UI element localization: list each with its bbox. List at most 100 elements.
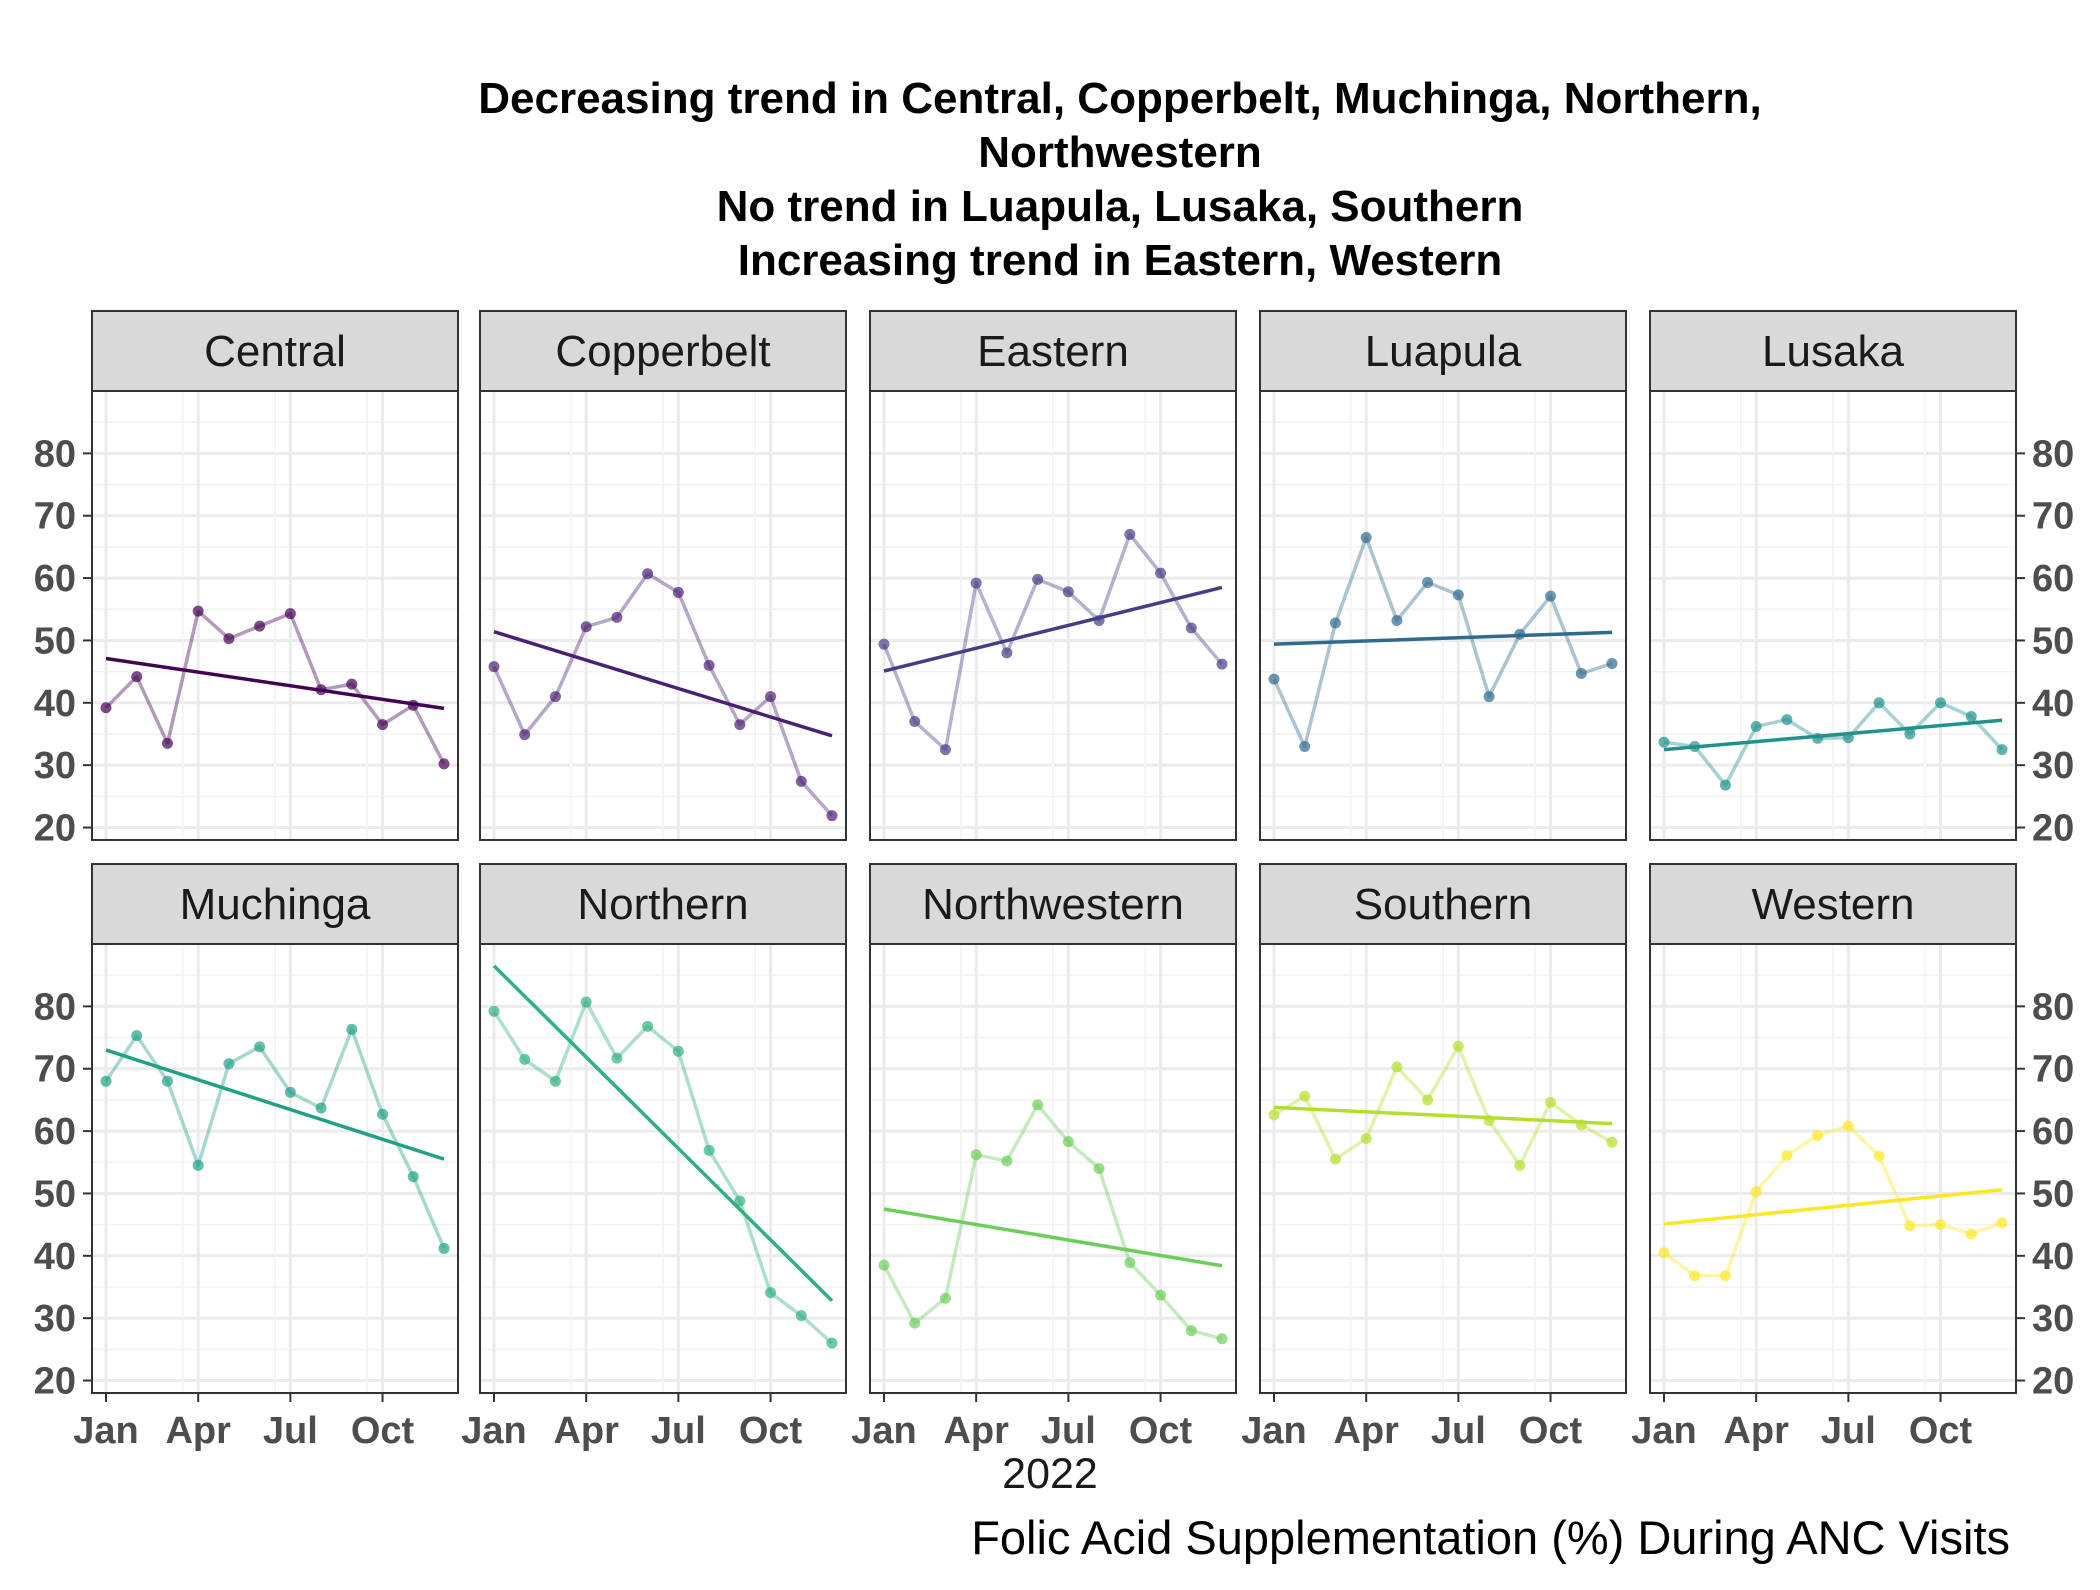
data-point xyxy=(488,661,500,673)
data-point xyxy=(1545,590,1557,602)
y-tick-label: 60 xyxy=(2032,1111,2074,1153)
data-point xyxy=(131,671,143,683)
trend-line xyxy=(105,1048,445,1161)
panel-border xyxy=(1259,390,1627,841)
data-point xyxy=(672,1045,684,1057)
data-point xyxy=(1873,1150,1885,1162)
data-point xyxy=(223,633,235,645)
data-point xyxy=(909,716,921,728)
data-point xyxy=(100,1075,112,1087)
x-tick-label: Jul xyxy=(263,1410,318,1452)
x-axis-title: 2022 xyxy=(1002,1450,1098,1498)
facet-strip xyxy=(91,863,459,945)
facet-eastern: Eastern xyxy=(869,310,1237,841)
data-point xyxy=(192,605,204,617)
data-point xyxy=(703,1144,715,1156)
trend-line xyxy=(492,964,834,1302)
facet-strip xyxy=(1649,863,2017,945)
facet-luapula: Luapula xyxy=(1259,310,1627,841)
data-point xyxy=(970,1149,982,1161)
series-line xyxy=(882,1103,1223,1341)
panel-border xyxy=(1649,943,2017,1394)
y-tick-label: 40 xyxy=(2032,1236,2074,1278)
data-point xyxy=(223,1058,235,1070)
series-line xyxy=(492,571,834,817)
x-tick-label: Oct xyxy=(1519,1410,1583,1452)
facet-strip-label: Northwestern xyxy=(922,880,1184,929)
facet-strip xyxy=(869,863,1237,945)
series-line xyxy=(1273,1044,1613,1168)
facet-central: Central 20 30 40 50 60 70 80 xyxy=(34,310,459,850)
trend-line xyxy=(105,656,445,711)
data-point xyxy=(672,586,684,598)
facet-strip xyxy=(479,310,847,392)
data-point xyxy=(377,719,389,731)
y-tick-label: 50 xyxy=(34,1173,76,1215)
x-tick-label: Oct xyxy=(739,1410,803,1452)
chart-title-line-2: Northwestern xyxy=(978,128,1262,177)
facet-strip-label: Southern xyxy=(1354,880,1533,929)
x-tick-label: Oct xyxy=(351,1410,415,1452)
y-tick-label: 30 xyxy=(34,745,76,787)
y-tick-label: 60 xyxy=(2032,558,2074,600)
panel-border xyxy=(91,390,459,841)
data-point xyxy=(1575,667,1587,679)
data-point xyxy=(1391,1061,1403,1073)
facet-strip-label: Copperbelt xyxy=(555,327,770,376)
data-point xyxy=(254,1041,266,1053)
data-point xyxy=(1391,614,1403,626)
y-tick-label: 60 xyxy=(34,1111,76,1153)
data-point xyxy=(826,810,838,822)
facet-southern: Southern Jan Apr Jul Oct xyxy=(1241,863,1627,1452)
data-point xyxy=(1422,1094,1434,1106)
trend-line xyxy=(1273,1105,1613,1126)
data-point xyxy=(284,608,296,620)
data-point xyxy=(549,1075,561,1087)
data-point xyxy=(1935,697,1947,709)
data-point xyxy=(642,568,654,580)
facet-strip-label: Central xyxy=(204,327,346,376)
panel-border xyxy=(479,390,847,841)
chart-caption: Folic Acid Supplementation (%) During AN… xyxy=(971,1511,2010,1564)
data-point xyxy=(939,744,951,756)
data-point xyxy=(1904,1220,1916,1232)
data-point xyxy=(1965,1228,1977,1240)
x-tick-label: Oct xyxy=(1129,1410,1193,1452)
y-tick-label: 70 xyxy=(34,1049,76,1091)
data-point xyxy=(192,1159,204,1171)
trend-line xyxy=(1663,1187,2003,1226)
data-point xyxy=(878,1259,890,1271)
x-tick-label: Jan xyxy=(1241,1410,1306,1452)
data-point xyxy=(939,1292,951,1304)
data-point xyxy=(1689,1270,1701,1282)
trend-line xyxy=(1663,718,2003,752)
data-point xyxy=(1093,1163,1105,1174)
data-point xyxy=(580,996,592,1008)
data-point xyxy=(488,1005,500,1017)
chart-title-line-3: No trend in Luapula, Lusaka, Southern xyxy=(716,182,1524,231)
data-point xyxy=(1606,1136,1618,1148)
data-point xyxy=(377,1108,389,1120)
data-point xyxy=(703,659,715,671)
y-tick-label: 50 xyxy=(2032,1173,2074,1215)
panel-border xyxy=(869,943,1237,1394)
facet-northwestern: Northwestern Jan Apr Jul Oct xyxy=(851,863,1237,1452)
x-tick-label: Jul xyxy=(1431,1410,1486,1452)
data-point xyxy=(161,1075,173,1087)
data-point xyxy=(1001,1155,1013,1167)
data-point xyxy=(346,1023,358,1035)
y-tick-label: 70 xyxy=(2032,496,2074,538)
data-point xyxy=(1216,658,1228,670)
chart-title-line-1: Decreasing trend in Central, Copperbelt,… xyxy=(478,74,1762,123)
data-point xyxy=(1965,711,1977,723)
data-point xyxy=(549,691,561,703)
y-tick-label: 30 xyxy=(2032,1298,2074,1340)
y-tick-label: 70 xyxy=(2032,1049,2074,1091)
data-point xyxy=(1514,1159,1526,1171)
facet-strip xyxy=(1259,863,1627,945)
data-point xyxy=(878,638,890,650)
facet-strip-label: Muchinga xyxy=(180,880,371,929)
series-line xyxy=(1663,701,2004,787)
data-point xyxy=(1032,1099,1044,1111)
data-point xyxy=(909,1317,921,1329)
